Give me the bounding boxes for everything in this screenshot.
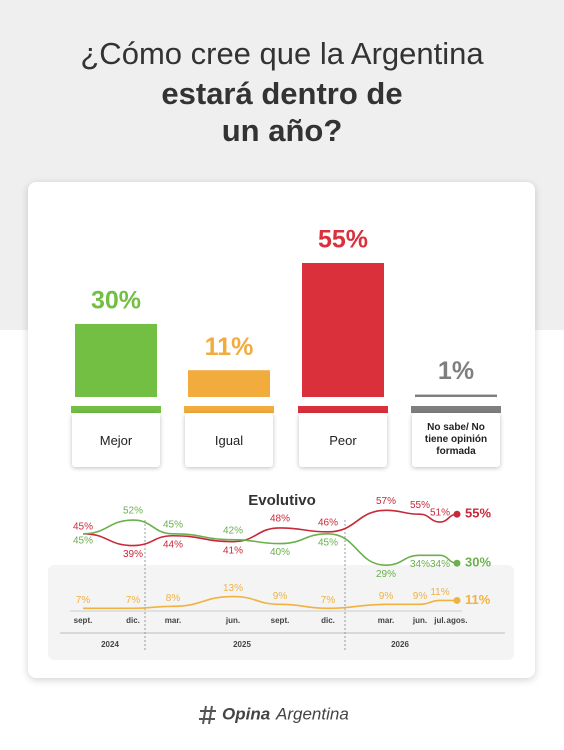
x-tick-label: jun. (225, 616, 240, 625)
end-point (453, 510, 461, 518)
title-line: un año? (222, 113, 343, 148)
value-label: 40% (270, 547, 290, 558)
title-line: estará dentro de (161, 76, 402, 111)
year-label: 2025 (233, 640, 251, 649)
end-label: 30% (465, 555, 491, 570)
value-label: 7% (321, 595, 336, 606)
x-tick-label: sept. (74, 616, 93, 625)
bar (75, 323, 157, 397)
category-strip (411, 406, 501, 413)
value-label: 45% (318, 537, 338, 548)
bar (415, 394, 497, 397)
end-point (453, 559, 461, 567)
bar (302, 263, 384, 397)
value-label: 48% (270, 514, 290, 525)
value-label: 29% (376, 569, 396, 580)
value-label: 41% (223, 545, 243, 556)
category-label: Mejor (72, 413, 160, 467)
value-label: 11% (205, 333, 254, 361)
category-label: No sabe/ No tiene opinión formada (412, 413, 500, 467)
value-label: 13% (223, 583, 243, 594)
value-label: 51% (430, 508, 450, 519)
end-label: 11% (465, 592, 491, 607)
value-label: 11% (430, 587, 449, 598)
value-label: 9% (413, 591, 428, 602)
value-label: 42% (223, 525, 243, 536)
year-label: 2026 (391, 640, 409, 649)
line-chart-title: Evolutivo (248, 492, 316, 509)
brand: Argentina (275, 704, 349, 723)
value-label: 1% (438, 357, 474, 385)
year-label: 2024 (101, 640, 119, 649)
series-line (82, 595, 457, 610)
category-strip (71, 406, 161, 413)
category-strip (298, 406, 388, 413)
value-label: 45% (73, 535, 93, 546)
x-tick-label: dic. (321, 616, 335, 625)
category-strip (184, 406, 274, 413)
value-label: 34% (430, 559, 450, 570)
series-line (82, 519, 458, 566)
value-label: 55% (410, 500, 430, 511)
category-label: Igual (185, 413, 273, 467)
x-tick-label: mar. (165, 616, 181, 625)
x-tick-label: agos. (447, 616, 468, 625)
x-tick-label: jun. (412, 616, 427, 625)
value-label: 8% (166, 593, 181, 604)
timeline-panel (48, 565, 514, 660)
value-label: 34% (410, 559, 430, 570)
brand-icon (199, 705, 216, 725)
title-line: ¿Cómo cree que la Argentina (80, 36, 484, 71)
bar (188, 370, 270, 397)
value-label: 46% (318, 517, 338, 528)
value-label: 7% (126, 595, 141, 606)
value-label: 7% (76, 595, 91, 606)
value-label: 45% (73, 521, 93, 532)
brand: Opina (222, 704, 270, 723)
x-tick-label: jul. (433, 616, 446, 625)
value-label: 45% (163, 519, 183, 530)
value-label: 44% (163, 539, 183, 550)
x-tick-label: dic. (126, 616, 140, 625)
value-label: 30% (91, 287, 141, 315)
category-label: Peor (299, 413, 387, 467)
value-label: 9% (379, 591, 394, 602)
value-label: 55% (318, 226, 368, 254)
x-tick-label: sept. (271, 616, 290, 625)
value-label: 39% (123, 549, 143, 560)
x-tick-label: mar. (378, 616, 394, 625)
series-line (82, 509, 458, 547)
value-label: 52% (123, 506, 143, 517)
end-point (453, 596, 461, 604)
value-label: 57% (376, 496, 396, 507)
end-label: 55% (465, 506, 491, 521)
value-label: 9% (273, 591, 288, 602)
